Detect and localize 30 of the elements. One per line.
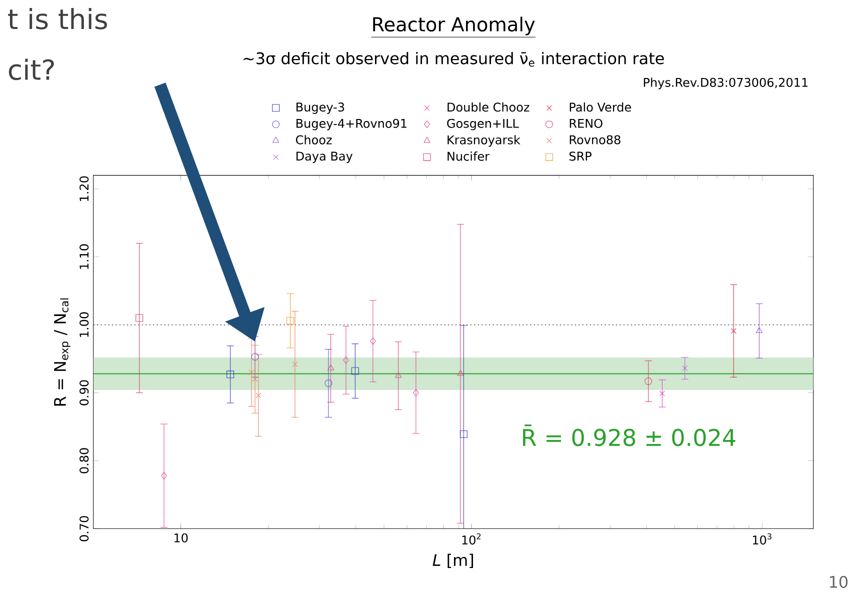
text: Phys.Rev.D83:073006,2011: [644, 78, 808, 90]
x-tick-label: 10$^{2}$: [462, 533, 481, 545]
legend-label: Rovno88: [570, 135, 620, 144]
legend-label: SRP: [569, 152, 592, 161]
y-axis-title: R = N$_{exp}$ / N$_{cal}$: [54, 298, 70, 406]
y-tick-label: 0.70: [80, 516, 89, 542]
legend-label: Bugey-4+Rovno91: [296, 118, 406, 130]
legend-label: RENO: [570, 118, 602, 128]
legend-label: Double Chooz: [448, 102, 530, 112]
legend-label: Gosgen+ILL: [447, 118, 519, 130]
x-axis-title: L [m]: [432, 554, 473, 568]
legend-label: Krasnoyarsk: [448, 135, 520, 147]
text: 10: [830, 576, 848, 588]
y-tick-label: 1.20: [80, 176, 89, 201]
y-tick-label: 0.80: [80, 448, 89, 474]
legend-label: Chooz: [296, 135, 332, 144]
annotation: R̄ = 0.928 ± 0.024: [523, 424, 736, 446]
text: t is this: [8, 8, 107, 30]
legend-label: Nucifer: [448, 152, 490, 161]
text: cit?: [8, 58, 54, 80]
legend-label: Palo Verde: [570, 102, 631, 112]
x-tick-label: 10: [174, 533, 188, 542]
y-tick-label: 1.00: [80, 312, 89, 337]
y-tick-label: 0.90: [80, 380, 89, 406]
y-tick-label: 1.10: [80, 244, 89, 269]
x-tick-label: 10$^{3}$: [752, 533, 772, 545]
chart-subtitle: ~3σ deficit observed in measured ν̄$_{e}$ interaction rate: [244, 52, 664, 67]
legend-label: Daya Bay: [296, 152, 353, 163]
legend-label: Bugey-3: [296, 102, 344, 114]
chart-title: Reactor Anomaly: [373, 16, 535, 36]
